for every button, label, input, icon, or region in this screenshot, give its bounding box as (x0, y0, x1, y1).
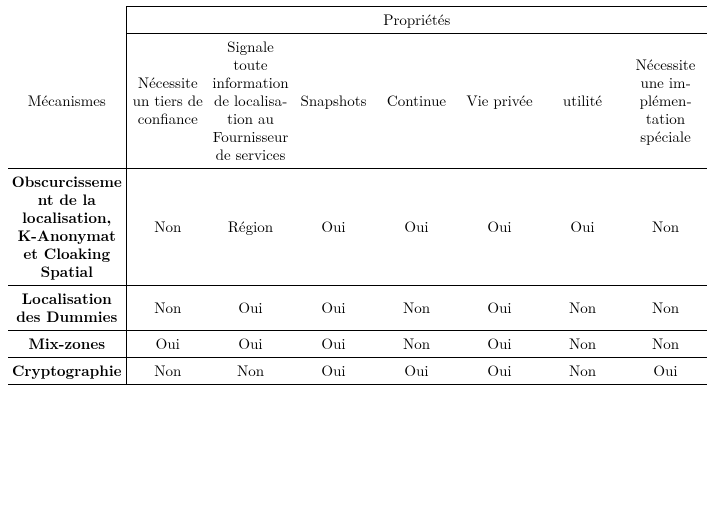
cell: Oui (541, 169, 624, 286)
col-header-1: Signale toute informa­tion de localisa­t… (209, 34, 292, 169)
cell: Non (375, 286, 458, 331)
cell: Non (209, 358, 292, 385)
row-label-3: Cryptographie (8, 358, 126, 385)
cell: Oui (209, 286, 292, 331)
cell: Non (541, 286, 624, 331)
comparison-table: Propriétés Mécanismes Nécessite un tiers… (8, 6, 707, 385)
col-header-5: utilité (541, 34, 624, 169)
cell: Oui (292, 286, 375, 331)
mechanisms-header: Mécanismes (8, 34, 126, 169)
cell: Non (126, 169, 209, 286)
properties-header: Propriétés (126, 7, 707, 34)
cell: Oui (458, 286, 541, 331)
col-header-6: Nécessite une im­plémen­tation spéciale (624, 34, 707, 169)
table-row: Cryptographie Non Non Oui Oui Oui Non Ou… (8, 358, 707, 385)
cell: Oui (458, 358, 541, 385)
cell: Oui (458, 331, 541, 358)
table-row: Obscurcissement de la localisation, K-An… (8, 169, 707, 286)
cell: Oui (292, 169, 375, 286)
table-row: Mix-zones Oui Oui Oui Non Oui Non Non (8, 331, 707, 358)
cell: Oui (624, 358, 707, 385)
cell: Oui (292, 358, 375, 385)
cell: Oui (292, 331, 375, 358)
col-header-0: Nécessite un tiers de confiance (126, 34, 209, 169)
col-header-3: Continue (375, 34, 458, 169)
cell: Non (126, 358, 209, 385)
cell: Non (541, 331, 624, 358)
cell: Non (624, 169, 707, 286)
cell: Non (126, 286, 209, 331)
col-header-4: Vie pri­vée (458, 34, 541, 169)
col-header-2: Snapshots (292, 34, 375, 169)
cell: Non (624, 331, 707, 358)
cell: Oui (375, 169, 458, 286)
cell: Non (624, 286, 707, 331)
row-label-2: Mix-zones (8, 331, 126, 358)
cell: Oui (458, 169, 541, 286)
cell: Oui (375, 358, 458, 385)
cell: Non (375, 331, 458, 358)
row-label-1: Localisation des Dummies (8, 286, 126, 331)
cell: Non (541, 358, 624, 385)
table-row: Localisation des Dummies Non Oui Oui Non… (8, 286, 707, 331)
row-label-0: Obscurcissement de la localisation, K-An… (8, 169, 126, 286)
cell: Oui (209, 331, 292, 358)
cell: Oui (126, 331, 209, 358)
cell: Région (209, 169, 292, 286)
